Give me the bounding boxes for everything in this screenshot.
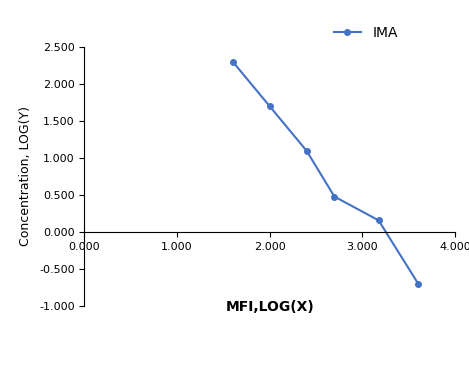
IMA	[267, 104, 272, 109]
IMA	[415, 281, 421, 286]
Line: IMA: IMA	[230, 59, 421, 286]
X-axis label: MFI,LOG(X): MFI,LOG(X)	[225, 300, 314, 314]
Legend: IMA: IMA	[328, 20, 403, 45]
IMA	[230, 60, 235, 64]
Y-axis label: Concentration, LOG(Y): Concentration, LOG(Y)	[19, 106, 32, 247]
IMA	[332, 194, 337, 199]
IMA	[304, 149, 310, 153]
IMA	[376, 218, 381, 223]
